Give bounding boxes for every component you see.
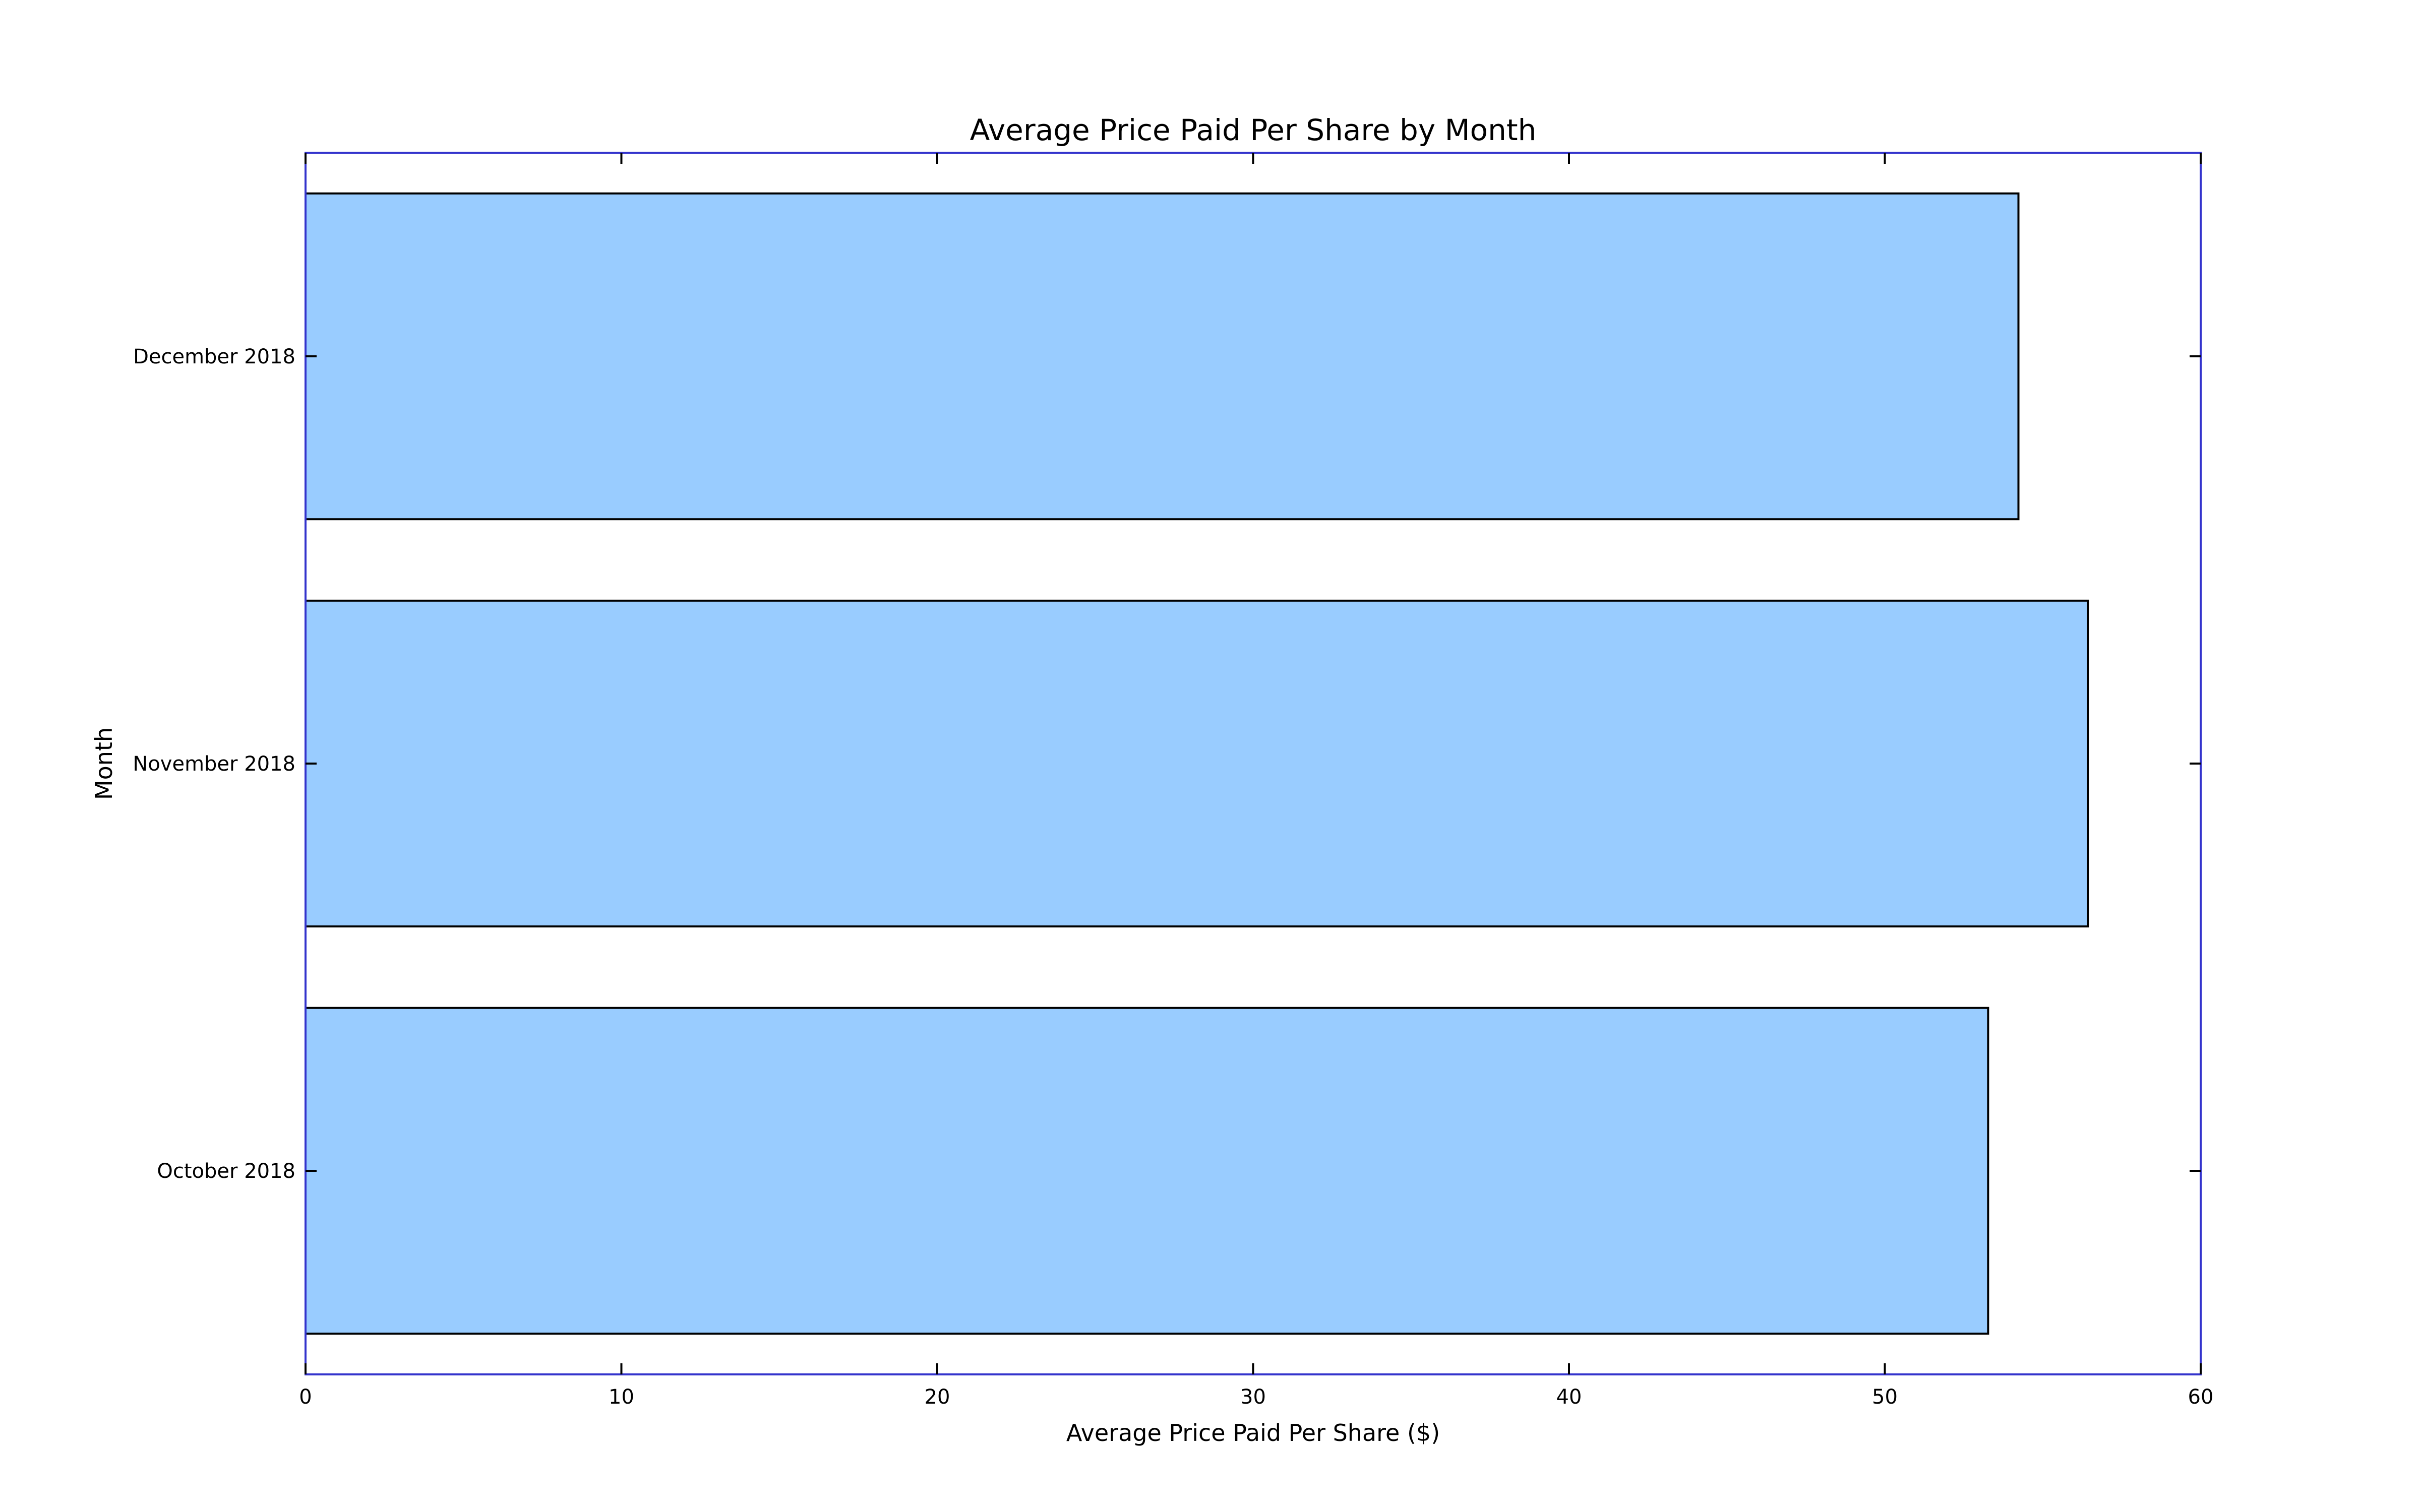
x-tick-label: 40 xyxy=(1556,1385,1582,1409)
x-tick-label: 60 xyxy=(2188,1385,2214,1409)
ticks-layer xyxy=(305,153,2202,1374)
x-tick-label: 50 xyxy=(1872,1385,1898,1409)
bars-layer xyxy=(305,192,2089,1335)
x-tick-label: 0 xyxy=(299,1385,312,1409)
chart-title: Average Price Paid Per Share by Month xyxy=(970,113,1537,147)
tick-labels-layer: 0 10 20 30 40 50 60 October 2018 November 2018 De… xyxy=(133,345,2213,1409)
bar-november-2018 xyxy=(305,599,2089,928)
y-tick-label: November 2018 xyxy=(133,752,295,776)
x-tick-label: 20 xyxy=(925,1385,950,1409)
y-tick-label: December 2018 xyxy=(133,345,295,368)
y-axis-label: Month xyxy=(90,727,117,800)
y-tick-label: October 2018 xyxy=(157,1160,295,1183)
x-tick-label: 30 xyxy=(1240,1385,1266,1409)
x-tick-label: 10 xyxy=(609,1385,634,1409)
bar-october-2018 xyxy=(305,1006,1989,1335)
bar-december-2018 xyxy=(305,192,2020,521)
x-axis-label: Average Price Paid Per Share ($) xyxy=(1066,1419,1440,1446)
